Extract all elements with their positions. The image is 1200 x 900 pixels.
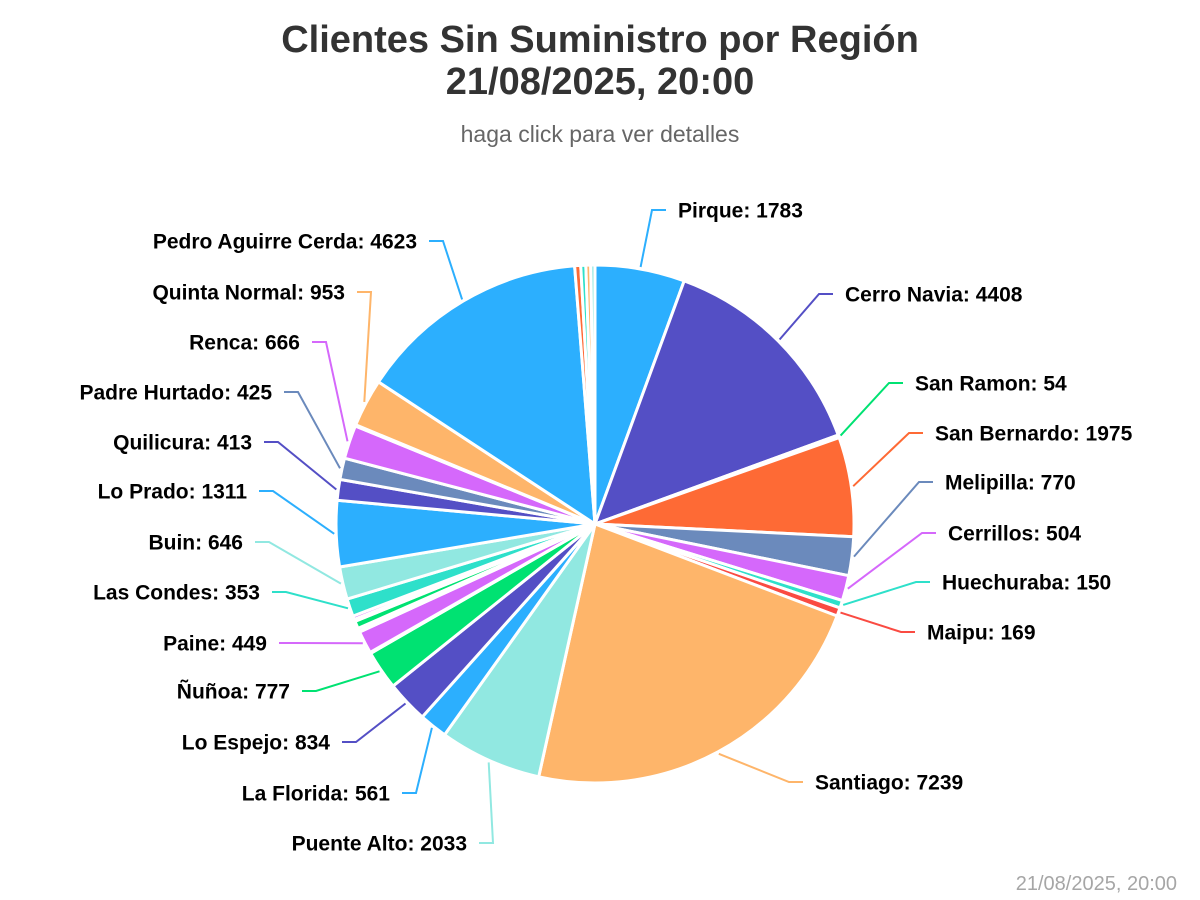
label-connector-las-condes <box>272 591 349 610</box>
data-label-huechuraba[interactable]: Huechuraba: 150 <box>941 570 1113 596</box>
pie-slice-cerro-navia[interactable] <box>593 279 840 526</box>
pie-slice-unlabeled[interactable] <box>589 263 597 526</box>
label-connector-pirque <box>639 209 666 268</box>
label-connector-renca <box>312 341 349 442</box>
data-label-padre-hurtado[interactable]: Padre Hurtado: 425 <box>78 380 274 406</box>
data-label-pedro-aguirre-cerda[interactable]: Pedro Aguirre Cerda: 4623 <box>151 229 418 255</box>
credits-timestamp: 21/08/2025, 20:00 <box>1016 873 1177 895</box>
pie-slice-santiago[interactable] <box>537 522 839 785</box>
label-connector-lo-prado <box>259 490 335 535</box>
data-label-puente-alto[interactable]: Puente Alto: 2033 <box>290 831 468 857</box>
data-label-pirque[interactable]: Pirque: 1783 <box>677 198 805 224</box>
label-connector-santiago <box>718 752 803 783</box>
data-label-quilicura[interactable]: Quilicura: 413 <box>112 430 254 456</box>
data-label-lo-espejo[interactable]: Lo Espejo: 834 <box>180 730 332 756</box>
data-label-maipu[interactable]: Maipu: 169 <box>926 620 1038 646</box>
data-label-nunoa[interactable]: Ñuñoa: 777 <box>175 679 291 705</box>
label-connector-lo-espejo <box>342 702 407 743</box>
label-connector-padre-hurtado <box>284 391 341 469</box>
data-label-lo-prado[interactable]: Lo Prado: 1311 <box>96 479 249 505</box>
data-label-cerro-navia[interactable]: Cerro Navia: 4408 <box>844 282 1025 308</box>
data-label-la-florida[interactable]: La Florida: 561 <box>240 781 392 807</box>
chart-title-line2: 21/08/2025, 20:00 <box>446 61 755 103</box>
data-label-melipilla[interactable]: Melipilla: 770 <box>944 470 1078 496</box>
label-connector-melipilla <box>853 481 933 558</box>
label-connector-nunoa <box>302 670 380 692</box>
data-label-quinta-normal[interactable]: Quinta Normal: 953 <box>151 280 347 306</box>
label-connector-la-florida <box>402 727 433 794</box>
data-label-san-ramon[interactable]: San Ramon: 54 <box>914 371 1069 397</box>
label-connector-quinta-normal <box>357 291 373 402</box>
data-label-san-bernardo[interactable]: San Bernardo: 1975 <box>934 421 1135 447</box>
label-connector-buin <box>255 541 342 585</box>
label-connector-pedro-aguirre-cerda <box>429 240 464 300</box>
data-label-santiago[interactable]: Santiago: 7239 <box>814 770 965 796</box>
label-connector-cerrillos <box>847 532 936 590</box>
label-connector-san-bernardo <box>852 432 923 487</box>
label-connector-puente-alto <box>479 762 495 844</box>
data-label-cerrillos[interactable]: Cerrillos: 504 <box>947 521 1083 547</box>
pie-series <box>334 263 856 785</box>
label-connector-maipu <box>840 611 915 633</box>
label-connector-san-ramon <box>839 382 903 437</box>
data-labels-group: Pirque: 1783 Cerro Navia: 4408 San Ramon: … <box>78 198 1135 857</box>
chart-subtitle: haga click para ver detalles <box>461 121 740 147</box>
label-connector-quilicura <box>264 441 337 491</box>
data-label-las-condes[interactable]: Las Condes: 353 <box>92 580 262 606</box>
label-connector-cerro-navia <box>778 293 833 341</box>
chart-title-line1: Clientes Sin Suministro por Región <box>281 19 919 61</box>
pie-slice-pedro-aguirre-cerda[interactable] <box>377 264 597 526</box>
label-connector-huechuraba <box>842 581 930 606</box>
data-label-buin[interactable]: Buin: 646 <box>147 530 245 556</box>
data-label-paine[interactable]: Paine: 449 <box>162 631 269 657</box>
data-label-renca[interactable]: Renca: 666 <box>188 330 302 356</box>
